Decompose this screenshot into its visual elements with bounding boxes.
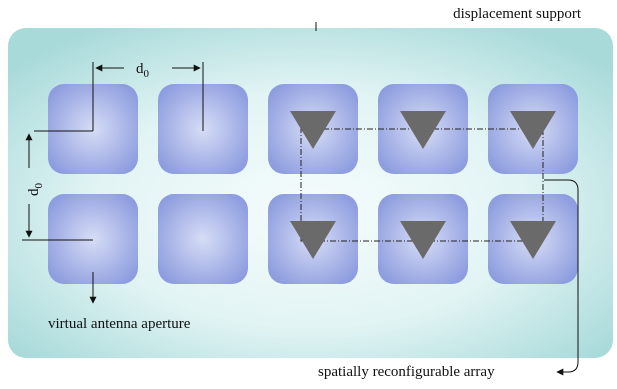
antenna-marker-6 xyxy=(510,221,556,259)
displacement-support-label: displacement support xyxy=(453,6,581,22)
grid-cell-r2-c1 xyxy=(48,194,138,284)
vertical-spacing-label: d0 xyxy=(26,183,45,197)
virtual-aperture-label: virtual antenna aperture xyxy=(48,316,191,332)
antenna-marker-4 xyxy=(290,221,336,259)
antenna-marker-2 xyxy=(400,111,446,149)
antenna-marker-3 xyxy=(510,111,556,149)
horizontal-spacing-annotation: d0 xyxy=(34,61,204,132)
antenna-marker-1 xyxy=(290,111,336,149)
antenna-marker-5 xyxy=(400,221,446,259)
reconfigurable-array-label: spatially reconfigurable array xyxy=(318,364,495,380)
horizontal-spacing-label: d0 xyxy=(136,61,150,80)
array-pointer xyxy=(544,179,579,376)
vertical-spacing-annotation: d0 xyxy=(22,133,93,241)
grid-cell-r2-c2 xyxy=(158,194,248,284)
displacement-support xyxy=(8,28,613,358)
